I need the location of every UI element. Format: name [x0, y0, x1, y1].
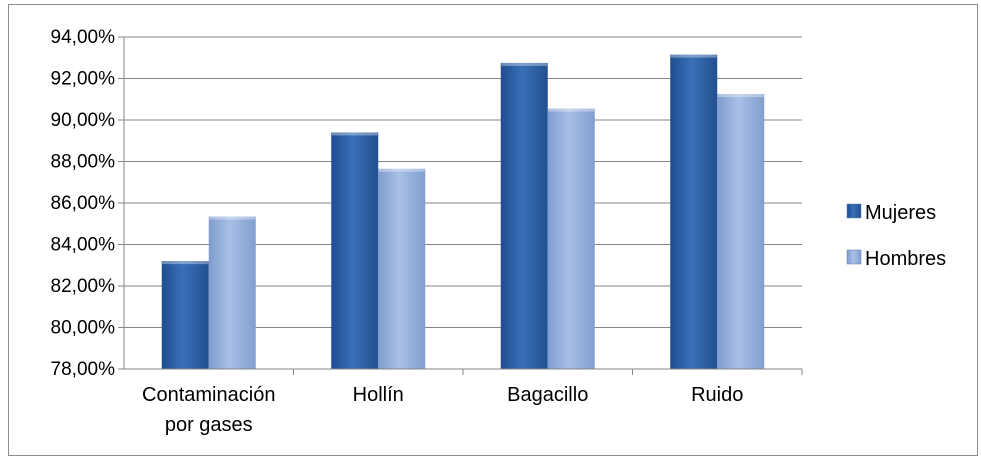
y-tick-label: 90,00%	[51, 110, 116, 131]
y-tick-label: 94,00%	[51, 27, 116, 48]
bar-highlight	[717, 94, 764, 98]
y-tick-label: 86,00%	[51, 193, 116, 214]
legend-item-mujeres: Mujeres	[846, 202, 936, 224]
bar-hombres	[378, 168, 426, 369]
x-category-label-line: por gases	[165, 414, 253, 436]
x-category-label-line: Contaminación	[142, 384, 275, 406]
bar-mujeres	[670, 54, 718, 369]
bar-highlight	[331, 132, 378, 136]
legend-label: Hombres	[865, 248, 946, 270]
y-tick-label: 80,00%	[51, 318, 116, 339]
legend-swatch	[846, 203, 862, 219]
bar-mujeres	[500, 62, 548, 369]
y-tick-label: 92,00%	[51, 69, 116, 90]
bar-hombres	[717, 94, 765, 369]
x-category-label-line: Ruido	[691, 384, 743, 406]
bar-chart: 78,00% 80,00% 82,00% 84,00% 86,00% 88,00% 90,0…	[51, 27, 947, 436]
legend-item-hombres: Hombres	[846, 248, 946, 270]
bar-highlight	[548, 108, 595, 112]
chart-frame: 78,00% 80,00% 82,00% 84,00% 86,00% 88,00% 90,0…	[8, 4, 978, 456]
x-category-label: Bagacillo	[507, 384, 588, 406]
y-tick-label: 78,00%	[51, 359, 116, 380]
y-tick-label: 88,00%	[51, 152, 116, 173]
x-category-label: Hollín	[353, 384, 404, 406]
x-category-label-line: Hollín	[353, 384, 404, 406]
legend-label: Mujeres	[865, 202, 936, 224]
legend-swatch	[846, 249, 862, 265]
y-tick-label: 82,00%	[51, 276, 116, 297]
bar-hombres	[208, 216, 256, 369]
bar-highlight	[209, 216, 256, 220]
bar-highlight	[670, 54, 717, 58]
bar-mujeres	[161, 261, 209, 369]
x-category-label: Contaminación por gases	[142, 384, 275, 436]
bar-mujeres	[331, 132, 379, 369]
bar-highlight	[162, 261, 209, 265]
bar-highlight	[501, 62, 548, 66]
x-category-label: Ruido	[691, 384, 743, 406]
bar-highlight	[378, 168, 425, 172]
x-category-label-line: Bagacillo	[507, 384, 588, 406]
bar-hombres	[547, 108, 595, 370]
y-tick-label: 84,00%	[51, 235, 116, 256]
